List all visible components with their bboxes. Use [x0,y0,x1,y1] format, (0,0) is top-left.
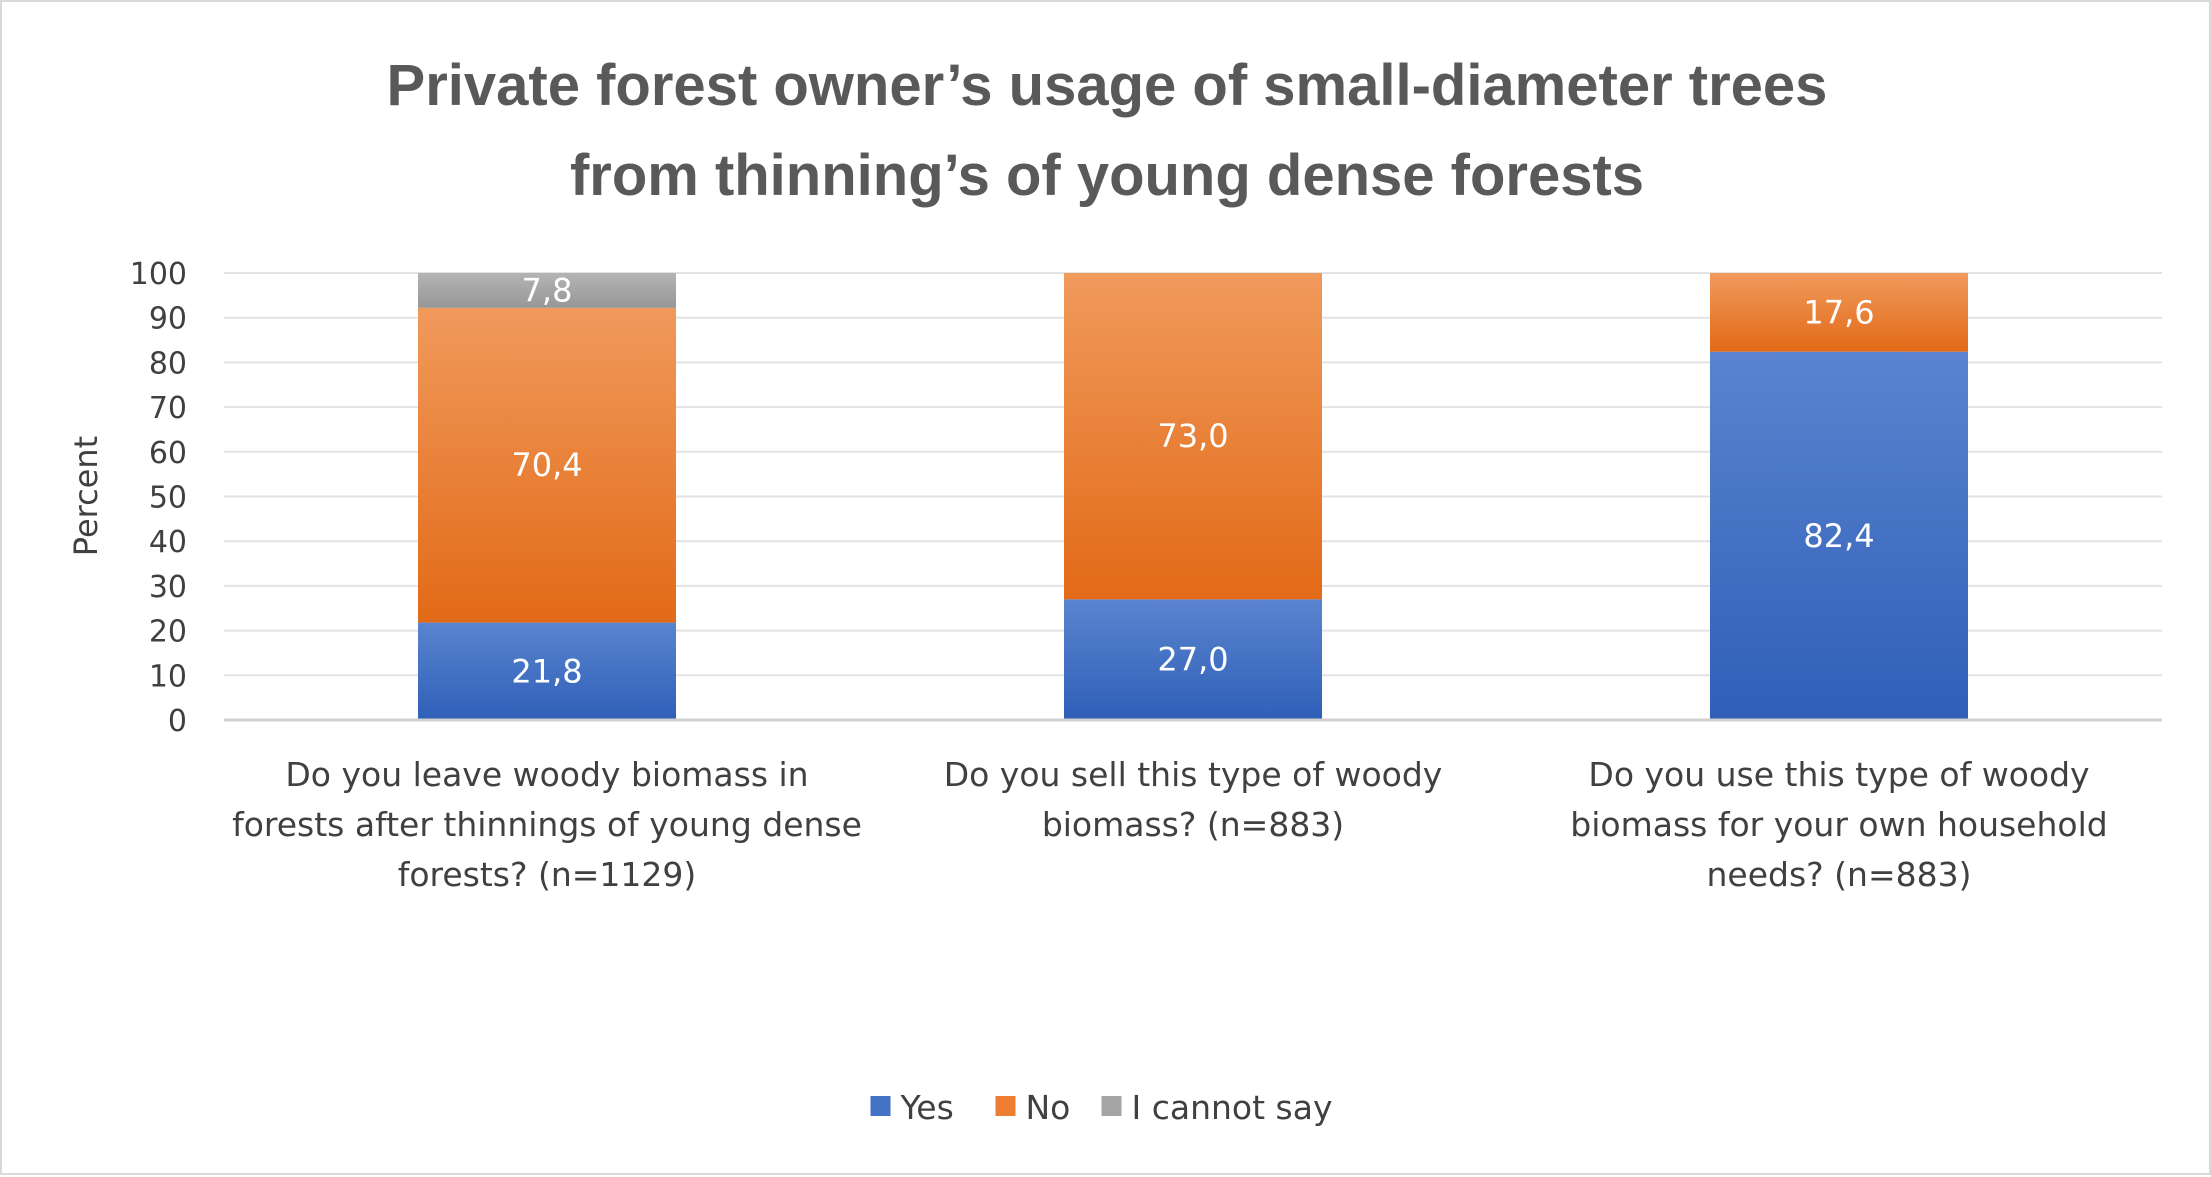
x-category-label-1: Do you leave woody biomass in [285,755,808,794]
chart-title-line-1: Private forest owner’s usage of small-di… [387,53,1828,118]
x-category-label-2: biomass? (n=883) [1042,805,1344,844]
y-tick-label: 60 [149,436,187,471]
chart-title-line-2: from thinning’s of young dense forests [570,143,1644,208]
data-label-no-1: 70,4 [511,446,582,484]
y-tick-label: 40 [149,525,187,560]
x-category-label-3: Do you use this type of woody [1588,755,2089,794]
x-category-label-1: forests after thinnings of young dense [232,805,862,844]
bar-yes-1 [418,622,676,720]
y-axis-ticks: 0 10 20 30 40 50 60 70 80 90 100 [130,257,187,739]
x-category-label-1: forests? (n=1129) [398,855,697,894]
bar-no-2 [1064,273,1322,600]
x-axis-category-labels: Do you leave woody biomass in forests aft… [232,755,2108,894]
y-tick-label: 70 [149,391,187,426]
legend-swatch-yes [870,1096,891,1116]
data-label-yes-3: 82,4 [1803,517,1874,555]
data-label-i-cannot-say-1: 7,8 [522,271,573,309]
y-tick-label: 10 [149,659,187,694]
x-category-label-3: biomass for your own household [1570,805,2107,844]
bars [418,273,1968,720]
y-tick-label: 30 [149,570,187,605]
x-category-label-2: Do you sell this type of woody [944,755,1443,794]
data-label-yes-1: 21,8 [511,652,582,690]
y-axis-label: Percent [67,436,105,556]
data-label-no-3: 17,6 [1803,293,1874,331]
legend-label-i-cannot-say: I cannot say [1132,1088,1333,1127]
y-tick-label: 20 [149,615,187,650]
bar-no-1 [418,307,676,623]
y-tick-label: 0 [168,704,187,739]
data-labels: 21,8 70,4 7,8 27,0 73,0 82,4 17,6 [511,271,1874,690]
legend-swatch-no [995,1096,1016,1116]
legend: Yes No I cannot say [870,1088,1333,1127]
bar-yes-3 [1710,351,1968,720]
data-label-no-2: 73,0 [1157,417,1228,455]
y-tick-label: 80 [149,346,187,381]
bar-yes-2 [1064,599,1322,720]
data-label-yes-2: 27,0 [1157,641,1228,679]
x-category-label-3: needs? (n=883) [1707,855,1972,894]
bar-i-cannot-say-1 [418,273,676,308]
y-tick-label: 50 [149,481,187,516]
legend-swatch-i-cannot-say [1101,1096,1122,1116]
y-tick-label: 100 [130,257,187,292]
legend-label-no: No [1026,1088,1071,1127]
bar-no-3 [1710,273,1968,352]
legend-label-yes: Yes [900,1088,954,1127]
y-tick-label: 90 [149,302,187,337]
